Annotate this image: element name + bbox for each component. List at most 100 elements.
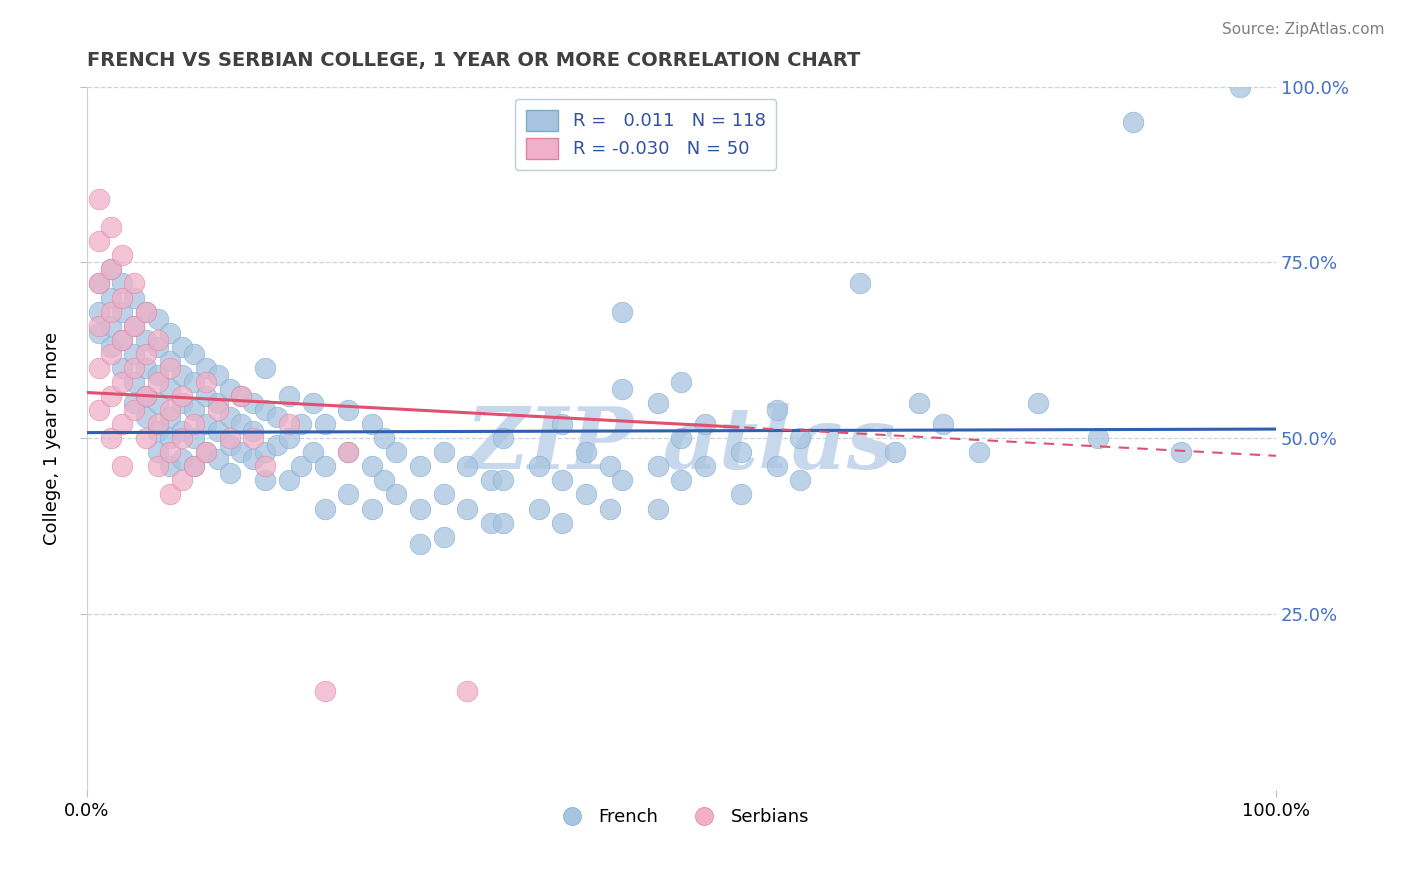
Point [87, 277, 110, 291]
Point [100, 262, 122, 277]
Point [100, 340, 122, 354]
Point [146, 340, 169, 354]
Point [373, 474, 395, 488]
Point [231, 417, 253, 432]
Point [100, 389, 122, 403]
Point [124, 403, 146, 417]
Point [599, 501, 621, 516]
Point [1170, 445, 1192, 459]
Point [932, 417, 955, 432]
Point [159, 487, 181, 501]
Point [409, 537, 432, 551]
Point [456, 684, 478, 698]
Point [170, 396, 193, 410]
Point [124, 396, 146, 410]
Point [361, 501, 384, 516]
Point [100, 291, 122, 305]
Point [124, 375, 146, 389]
Point [87, 192, 110, 206]
Point [456, 459, 478, 474]
Point [231, 445, 253, 459]
Point [170, 474, 193, 488]
Point [301, 445, 323, 459]
Text: Source: ZipAtlas.com: Source: ZipAtlas.com [1222, 22, 1385, 37]
Point [170, 431, 193, 445]
Point [599, 459, 621, 474]
Point [146, 459, 169, 474]
Point [100, 304, 122, 318]
Point [111, 333, 134, 347]
Point [170, 368, 193, 382]
Point [207, 403, 229, 417]
Point [337, 445, 360, 459]
Point [111, 277, 134, 291]
Point [254, 360, 277, 375]
Point [647, 459, 669, 474]
Point [610, 304, 633, 318]
Point [100, 318, 122, 333]
Point [159, 326, 181, 340]
Point [218, 467, 240, 481]
Point [159, 459, 181, 474]
Point [207, 424, 229, 438]
Point [695, 459, 717, 474]
Point [146, 333, 169, 347]
Text: FRENCH VS SERBIAN COLLEGE, 1 YEAR OR MORE CORRELATION CHART: FRENCH VS SERBIAN COLLEGE, 1 YEAR OR MOR… [87, 51, 860, 70]
Point [479, 516, 502, 530]
Point [135, 389, 157, 403]
Point [1026, 396, 1049, 410]
Point [290, 459, 312, 474]
Text: ZIP atlas: ZIP atlas [467, 403, 897, 487]
Point [124, 347, 146, 361]
Point [135, 333, 157, 347]
Point [218, 382, 240, 396]
Point [278, 474, 301, 488]
Point [231, 389, 253, 403]
Point [146, 368, 169, 382]
Point [1229, 79, 1251, 94]
Point [551, 417, 574, 432]
Point [159, 445, 181, 459]
Point [278, 431, 301, 445]
Point [278, 417, 301, 432]
Point [111, 291, 134, 305]
Point [671, 474, 693, 488]
Point [159, 360, 181, 375]
Point [146, 445, 169, 459]
Point [765, 403, 787, 417]
Point [194, 417, 217, 432]
Point [207, 368, 229, 382]
Point [87, 403, 110, 417]
Point [575, 487, 598, 501]
Point [170, 340, 193, 354]
Point [159, 410, 181, 425]
Point [492, 431, 515, 445]
Point [551, 516, 574, 530]
Point [432, 445, 454, 459]
Point [254, 403, 277, 417]
Point [146, 396, 169, 410]
Point [87, 304, 110, 318]
Point [301, 396, 323, 410]
Point [242, 431, 264, 445]
Point [135, 304, 157, 318]
Point [218, 410, 240, 425]
Point [385, 445, 408, 459]
Point [456, 501, 478, 516]
Point [647, 396, 669, 410]
Point [242, 452, 264, 467]
Point [409, 501, 432, 516]
Point [146, 417, 169, 432]
Point [361, 417, 384, 432]
Point [967, 445, 990, 459]
Point [111, 459, 134, 474]
Point [789, 431, 811, 445]
Point [100, 347, 122, 361]
Point [135, 304, 157, 318]
Point [1087, 431, 1109, 445]
Point [183, 431, 205, 445]
Point [492, 474, 515, 488]
Point [194, 375, 217, 389]
Point [124, 318, 146, 333]
Point [242, 396, 264, 410]
